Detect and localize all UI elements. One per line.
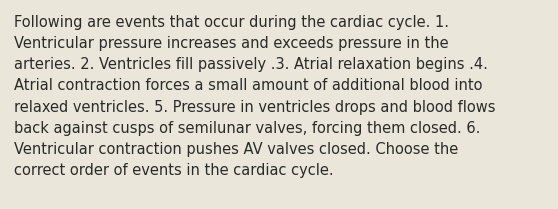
Text: Following are events that occur during the cardiac cycle. 1.
Ventricular pressur: Following are events that occur during t… [14,15,496,178]
